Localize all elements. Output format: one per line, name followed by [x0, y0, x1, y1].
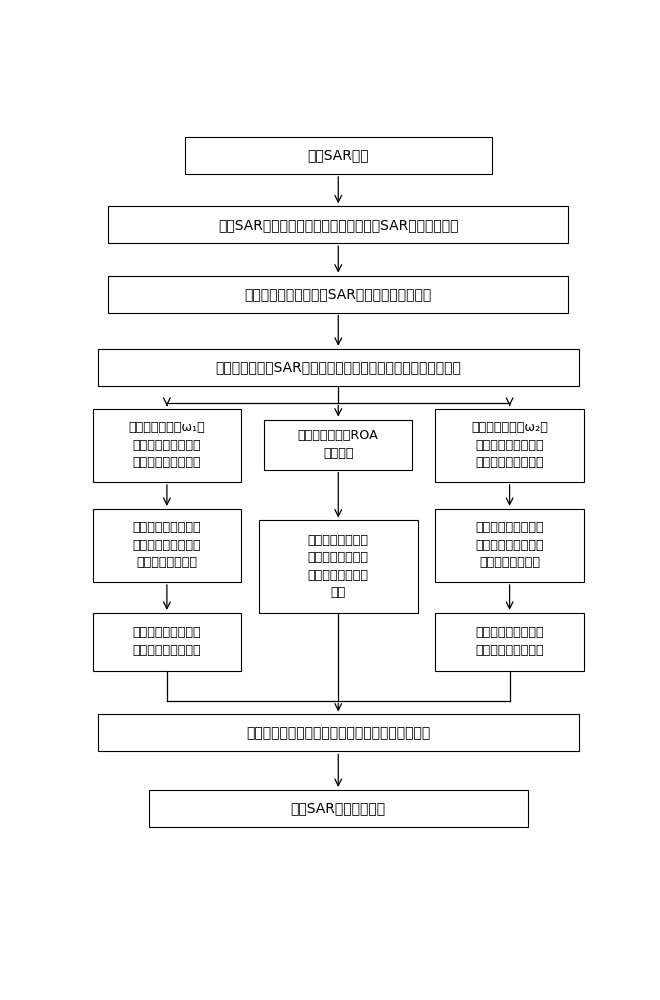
FancyBboxPatch shape [98, 349, 579, 386]
FancyBboxPatch shape [185, 137, 492, 174]
Text: 输入SAR图像: 输入SAR图像 [308, 148, 369, 162]
Text: 对像素个数大于ω₁的
聚集区域的各子区域
训练栈式自编码网络: 对像素个数大于ω₁的 聚集区域的各子区域 训练栈式自编码网络 [129, 421, 205, 469]
Text: 整合聚集区域、结构区域和无线段区域的分割结果: 整合聚集区域、结构区域和无线段区域的分割结果 [246, 726, 430, 740]
Text: 根据区域图将原SAR图像映射为聚集区域、匀质区域和结构区域: 根据区域图将原SAR图像映射为聚集区域、匀质区域和结构区域 [215, 360, 461, 374]
FancyBboxPatch shape [259, 520, 418, 613]
FancyBboxPatch shape [92, 613, 241, 671]
Text: 对聚集区域的结构特
征表示进行层次聚类: 对聚集区域的结构特 征表示进行层次聚类 [133, 626, 201, 657]
FancyBboxPatch shape [108, 276, 568, 312]
Text: 对聚集区域的各子区
域进行基于统计相似
性的结构特征编码: 对聚集区域的各子区 域进行基于统计相似 性的结构特征编码 [133, 521, 201, 569]
Text: 对结构区域进行ROA
边缘检测: 对结构区域进行ROA 边缘检测 [298, 429, 379, 460]
Text: 对匀质区域的各子区
域进行基于统计相似
性的结构特征编码: 对匀质区域的各子区 域进行基于统计相似 性的结构特征编码 [475, 521, 544, 569]
FancyBboxPatch shape [436, 509, 583, 582]
Text: 根据SAR图像的初始素描图提取方法得到SAR图像的素描图: 根据SAR图像的初始素描图提取方法得到SAR图像的素描图 [218, 218, 459, 232]
Text: 将结构区域的各子
区域合并到邻近的
匀质区域或聚集区
域中: 将结构区域的各子 区域合并到邻近的 匀质区域或聚集区 域中 [308, 534, 369, 599]
FancyBboxPatch shape [436, 409, 583, 482]
Text: 对匀质区域的结构特
征表示进行层次聚类: 对匀质区域的结构特 征表示进行层次聚类 [475, 626, 544, 657]
FancyBboxPatch shape [92, 509, 241, 582]
FancyBboxPatch shape [264, 420, 412, 470]
Text: 根据补全的素描图提取SAR图像的封闭的区域图: 根据补全的素描图提取SAR图像的封闭的区域图 [245, 287, 432, 301]
FancyBboxPatch shape [436, 613, 583, 671]
FancyBboxPatch shape [149, 790, 527, 827]
FancyBboxPatch shape [98, 714, 579, 751]
FancyBboxPatch shape [92, 409, 241, 482]
FancyBboxPatch shape [108, 206, 568, 243]
Text: 对像素个数大于ω₂的
匀质区域的各子区域
训练栈式自编码网络: 对像素个数大于ω₂的 匀质区域的各子区域 训练栈式自编码网络 [471, 421, 548, 469]
Text: 最终SAR图像分割结果: 最终SAR图像分割结果 [290, 801, 386, 815]
